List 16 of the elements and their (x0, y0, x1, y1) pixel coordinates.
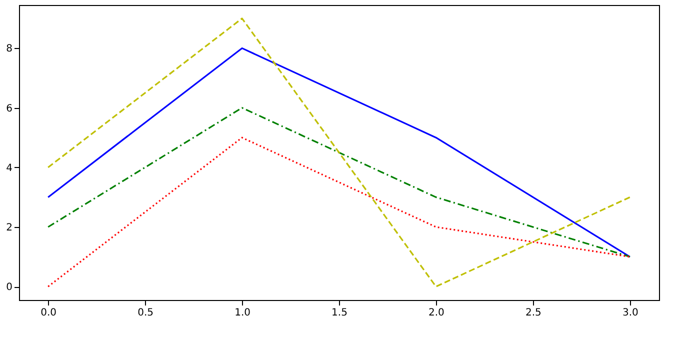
x-tick-label: 2.0 (428, 308, 444, 318)
x-tick-label: 2.5 (525, 308, 542, 318)
x-tick-label: 0.0 (40, 308, 57, 318)
x-tick-label: 1.5 (332, 308, 348, 318)
y-tick-label: 4 (6, 162, 12, 174)
y-tick-label: 8 (6, 44, 12, 55)
line-series (47, 107, 631, 258)
line-series (47, 136, 631, 288)
y-tick-label: 2 (6, 222, 12, 234)
y-tick-label: 0 (6, 282, 12, 294)
x-tick-label: 0.5 (138, 308, 154, 318)
line-series (47, 18, 631, 288)
x-tick-label: 1.0 (234, 308, 250, 318)
x-tick-label: 3.0 (622, 308, 638, 318)
y-tick-label: 6 (6, 103, 12, 114)
line-series (47, 47, 631, 258)
